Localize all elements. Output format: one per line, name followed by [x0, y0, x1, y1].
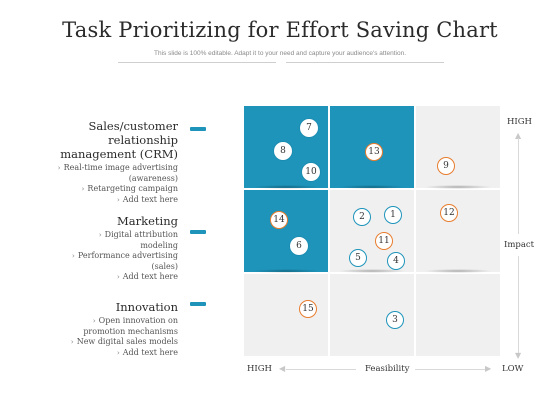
chevron-right-icon: › [72, 252, 75, 260]
category-title-line: Innovation [115, 300, 178, 314]
task-marker: 10 [302, 163, 320, 181]
category-title-line: Marketing [117, 214, 178, 228]
category-title-line: management (CRM) [60, 147, 178, 161]
category-crm: Sales/customer relationship management (… [58, 119, 178, 205]
task-marker: 15 [299, 300, 317, 318]
x-axis-label: Feasibility [365, 364, 410, 374]
chevron-right-icon: › [98, 231, 102, 239]
page-title: Task Prioritizing for Effort Saving Char… [62, 18, 498, 42]
priority-matrix [244, 106, 502, 358]
cell-shadow [252, 185, 320, 189]
list-item: (awareness) [128, 173, 178, 183]
arrow-down-icon: ▼ [515, 351, 522, 360]
category-title-line: Sales/customer [88, 119, 179, 133]
task-marker: 13 [365, 143, 383, 161]
task-marker: 9 [437, 157, 455, 175]
list-item: › Add text here [116, 272, 178, 281]
chevron-right-icon: › [57, 164, 61, 172]
y-axis-line [518, 256, 519, 354]
arrow-right-icon: ▶ [485, 364, 492, 373]
chevron-right-icon: › [116, 348, 120, 357]
list-item: › Add text here [116, 347, 178, 357]
x-axis-high-label: HIGH [247, 364, 272, 374]
subtitle-rule-left [118, 62, 276, 63]
chevron-right-icon: › [116, 195, 120, 204]
list-item: modeling [140, 240, 178, 250]
list-item: › Real-time image advertising [57, 163, 178, 172]
task-marker: 3 [386, 311, 404, 329]
list-item: (sales) [151, 261, 178, 271]
cell-shadow [338, 269, 406, 273]
list-item: › New digital sales models [70, 337, 178, 346]
list-item: promotion mechanisms [83, 326, 178, 336]
y-axis-high-label: HIGH [507, 117, 532, 127]
matrix-cell [416, 106, 500, 189]
task-marker: 6 [290, 237, 308, 255]
category-marketing: Marketing › Digital attribution modeling … [72, 214, 178, 283]
arrow-up-icon: ▲ [515, 131, 522, 140]
task-marker: 12 [440, 204, 458, 222]
chevron-right-icon: › [92, 317, 96, 325]
task-marker: 2 [353, 208, 371, 226]
category-items: › Real-time image advertising (awareness)… [58, 163, 178, 205]
task-marker: 1 [384, 206, 402, 224]
category-marker [190, 230, 206, 234]
task-marker: 4 [387, 252, 405, 270]
list-item: › Open innovation on [92, 316, 178, 325]
x-axis-line [415, 369, 485, 370]
cell-shadow [424, 185, 492, 189]
task-marker: 14 [270, 211, 288, 229]
list-item: › Add text here [116, 194, 178, 204]
task-marker: 11 [375, 232, 393, 250]
y-axis-line [518, 138, 519, 234]
list-item: › Performance advertising [72, 251, 178, 260]
matrix-cell [244, 190, 328, 273]
matrix-cell [416, 190, 500, 273]
cell-shadow [338, 185, 406, 189]
category-title: Sales/customer relationship management (… [58, 119, 178, 161]
chevron-right-icon: › [81, 185, 85, 193]
chevron-right-icon: › [116, 273, 120, 281]
category-items: › Open innovation on promotion mechanisms… [71, 316, 178, 358]
category-items: › Digital attribution modeling › Performan… [72, 230, 178, 283]
subtitle-rule-right [286, 62, 444, 63]
category-marker [190, 127, 206, 131]
category-marker [190, 302, 206, 306]
y-axis-label: Impact [504, 240, 535, 250]
category-title: Marketing [72, 214, 178, 228]
category-title-line: relationship [108, 133, 178, 147]
matrix-cell [244, 274, 328, 356]
arrow-left-icon: ◀ [279, 364, 286, 373]
task-marker: 7 [300, 119, 318, 137]
chevron-right-icon: › [70, 338, 74, 346]
cell-shadow [252, 269, 320, 273]
cell-shadow [424, 269, 492, 273]
list-item: › Digital attribution [98, 230, 178, 239]
list-item: › Retargeting campaign [81, 184, 178, 193]
category-title: Innovation [71, 300, 178, 314]
matrix-cell [416, 274, 500, 356]
task-marker: 8 [274, 142, 292, 160]
x-axis-line [286, 369, 356, 370]
page-subtitle: This slide is 100% editable. Adapt it to… [153, 50, 406, 57]
category-innovation: Innovation › Open innovation on promotion… [71, 300, 178, 358]
x-axis-low-label: LOW [502, 364, 524, 374]
task-marker: 5 [349, 249, 367, 267]
